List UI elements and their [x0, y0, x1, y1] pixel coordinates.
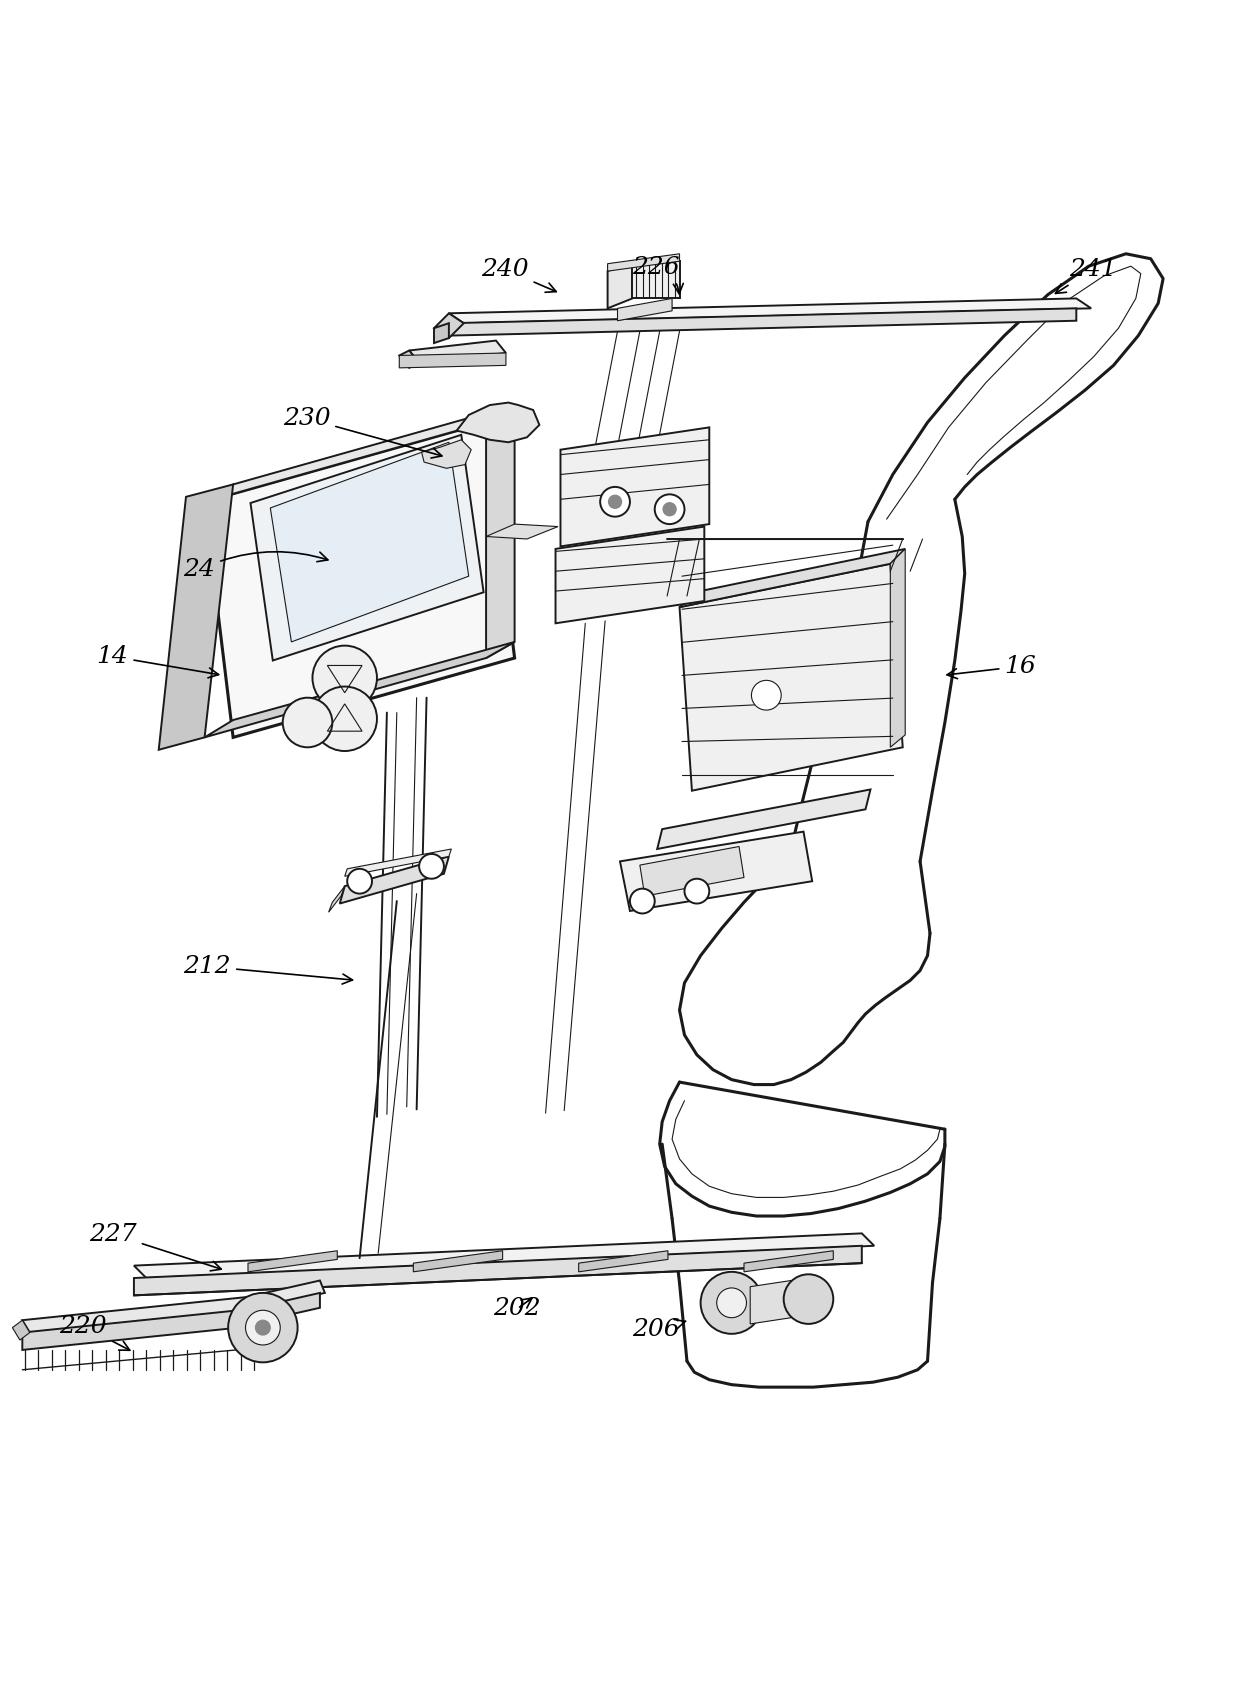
Polygon shape	[399, 352, 506, 367]
Polygon shape	[640, 846, 744, 896]
Polygon shape	[22, 1295, 270, 1332]
Polygon shape	[434, 323, 449, 344]
Polygon shape	[579, 1251, 668, 1271]
Circle shape	[784, 1275, 833, 1324]
Text: 212: 212	[184, 955, 352, 984]
Circle shape	[663, 503, 676, 515]
Circle shape	[246, 1310, 280, 1344]
Circle shape	[751, 681, 781, 709]
Text: 202: 202	[494, 1297, 541, 1321]
Text: 227: 227	[89, 1222, 221, 1271]
Circle shape	[255, 1321, 270, 1336]
Circle shape	[419, 853, 444, 879]
Text: 230: 230	[283, 406, 441, 459]
Polygon shape	[205, 423, 515, 738]
Text: 24: 24	[184, 552, 327, 581]
Polygon shape	[680, 549, 905, 608]
Circle shape	[228, 1293, 298, 1363]
Polygon shape	[620, 831, 812, 911]
Polygon shape	[345, 848, 451, 877]
Polygon shape	[409, 340, 506, 362]
Polygon shape	[449, 308, 1076, 335]
Polygon shape	[205, 642, 515, 738]
Polygon shape	[422, 440, 471, 469]
Text: 226: 226	[632, 256, 683, 295]
Polygon shape	[434, 313, 464, 339]
Circle shape	[283, 698, 332, 747]
Polygon shape	[486, 405, 515, 659]
Polygon shape	[608, 261, 632, 308]
Circle shape	[600, 488, 630, 516]
Polygon shape	[12, 1321, 30, 1341]
Polygon shape	[608, 254, 680, 271]
Polygon shape	[250, 435, 484, 660]
Circle shape	[717, 1288, 746, 1317]
Polygon shape	[159, 484, 233, 750]
Circle shape	[701, 1271, 763, 1334]
Circle shape	[312, 687, 377, 752]
Polygon shape	[270, 442, 469, 642]
Text: 16: 16	[947, 655, 1037, 679]
Text: 240: 240	[481, 257, 557, 293]
Polygon shape	[618, 298, 672, 320]
Circle shape	[684, 879, 709, 904]
Polygon shape	[750, 1280, 791, 1324]
Polygon shape	[556, 527, 704, 623]
Polygon shape	[449, 298, 1091, 323]
Circle shape	[609, 496, 621, 508]
Circle shape	[347, 869, 372, 894]
Circle shape	[655, 494, 684, 525]
Polygon shape	[560, 427, 709, 547]
Circle shape	[630, 889, 655, 914]
Polygon shape	[632, 261, 680, 298]
Polygon shape	[134, 1234, 874, 1278]
Polygon shape	[890, 549, 905, 747]
Polygon shape	[456, 403, 539, 442]
Polygon shape	[248, 1251, 337, 1271]
Polygon shape	[486, 525, 558, 538]
Polygon shape	[399, 350, 419, 367]
Text: 220: 220	[60, 1314, 130, 1351]
Polygon shape	[413, 1251, 502, 1271]
Polygon shape	[254, 1280, 325, 1307]
Polygon shape	[744, 1251, 833, 1271]
Text: 206: 206	[632, 1319, 686, 1341]
Polygon shape	[205, 405, 515, 501]
Polygon shape	[254, 1293, 320, 1322]
Polygon shape	[134, 1246, 862, 1295]
Polygon shape	[246, 1307, 254, 1326]
Polygon shape	[329, 885, 345, 913]
Text: 241: 241	[1055, 257, 1116, 293]
Polygon shape	[680, 564, 903, 791]
Polygon shape	[22, 1307, 263, 1349]
Text: 14: 14	[97, 645, 218, 677]
Circle shape	[312, 645, 377, 709]
Polygon shape	[340, 857, 449, 904]
Polygon shape	[657, 789, 870, 848]
